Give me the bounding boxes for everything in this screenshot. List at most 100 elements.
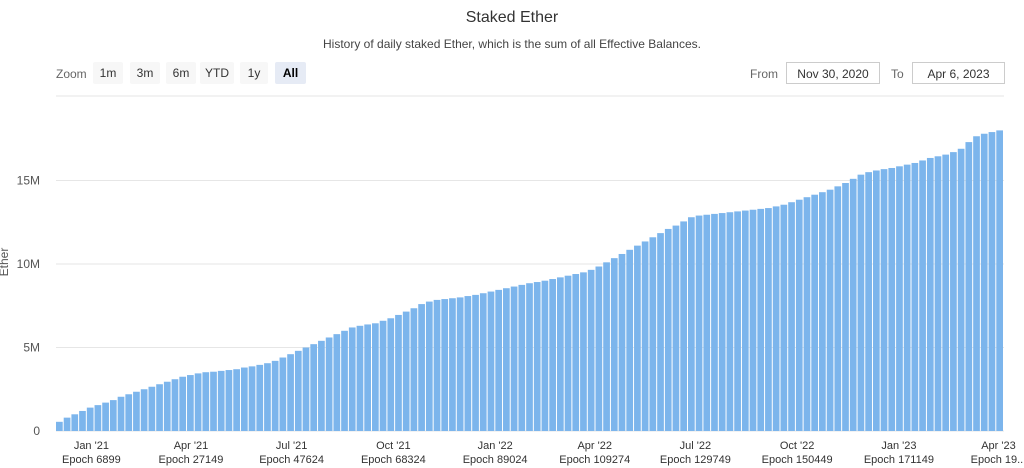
x-tick-epoch: Epoch 171149: [864, 454, 934, 466]
bar: [634, 245, 641, 431]
bar: [880, 169, 888, 431]
x-tick-epoch: Epoch 27149: [159, 454, 224, 466]
bar: [896, 166, 903, 431]
y-axis-ticks: 0 5M 10M 15M: [17, 174, 41, 439]
bar-series: [56, 130, 1003, 432]
y-axis-title: Ether: [0, 248, 11, 277]
bar: [179, 376, 187, 431]
y-tick-label: 10M: [17, 257, 40, 271]
bar: [279, 357, 287, 431]
zoom-all-button[interactable]: All: [275, 62, 306, 84]
bar: [734, 211, 741, 431]
bar: [626, 249, 634, 431]
bar: [980, 133, 988, 432]
to-date-input[interactable]: Apr 6, 2023: [912, 62, 1005, 84]
bar: [56, 421, 63, 431]
bar: [934, 156, 942, 432]
bar: [109, 400, 117, 431]
bar: [102, 402, 109, 431]
bar: [210, 371, 217, 431]
bar: [649, 237, 657, 431]
x-tick-epoch: Epoch 109274: [559, 454, 630, 466]
bar: [526, 283, 533, 431]
bar: [387, 318, 395, 431]
bar: [449, 298, 456, 431]
zoom-1y-button[interactable]: 1y: [240, 62, 268, 84]
zoom-3m-button[interactable]: 3m: [130, 62, 160, 84]
bar: [79, 410, 86, 431]
bar: [256, 364, 264, 431]
x-tick-label: Jan '23: [881, 440, 916, 452]
bar: [156, 384, 163, 431]
bar: [148, 386, 156, 431]
bar: [672, 225, 680, 431]
bar: [842, 183, 849, 431]
bar: [903, 164, 911, 431]
x-axis-ticks: Jan '21 Epoch 6899 Apr '21 Epoch 27149 Jul '…: [62, 440, 1024, 466]
bar: [71, 414, 79, 431]
bar: [857, 174, 865, 431]
bar: [965, 142, 973, 431]
x-tick-label: Jul '21: [276, 440, 307, 452]
bar: [811, 194, 819, 431]
bar: [865, 172, 872, 431]
bar: [63, 417, 71, 431]
zoom-1m-button[interactable]: 1m: [93, 62, 123, 84]
bar: [795, 199, 803, 431]
bar: [287, 354, 294, 431]
x-tick-epoch: Epoch 129749: [660, 454, 731, 466]
bar: [472, 294, 479, 431]
bar: [348, 327, 356, 431]
to-label: To: [891, 67, 904, 81]
bar: [125, 394, 133, 431]
bar: [819, 192, 826, 431]
bar: [726, 212, 734, 431]
bar: [834, 186, 842, 431]
bar: [757, 208, 765, 431]
bar: [973, 136, 980, 431]
bar: [194, 373, 202, 431]
zoom-6m-button[interactable]: 6m: [166, 62, 196, 84]
bar: [264, 363, 271, 431]
bar: [603, 262, 610, 431]
bar: [364, 324, 371, 431]
bar: [695, 215, 703, 431]
bar: [703, 214, 711, 431]
bar: [171, 379, 179, 431]
y-tick-label: 15M: [17, 174, 40, 188]
bar: [187, 375, 194, 431]
zoom-ytd-button[interactable]: YTD: [200, 62, 234, 84]
bar: [541, 280, 549, 431]
bar: [888, 167, 896, 432]
bar: [587, 269, 595, 431]
bar: [572, 274, 580, 431]
x-tick-epoch: Epoch 47624: [259, 454, 324, 466]
bar: [163, 381, 171, 431]
bar: [233, 369, 240, 431]
x-tick-epoch: Epoch 150449: [762, 454, 833, 466]
x-tick-label: Oct '21: [376, 440, 411, 452]
bar: [94, 405, 102, 431]
bar: [518, 284, 526, 432]
bar: [503, 288, 510, 431]
y-tick-label: 5M: [23, 341, 40, 355]
bar: [741, 210, 749, 431]
bar: [688, 217, 695, 431]
bar: [372, 323, 379, 431]
bar: [133, 391, 140, 431]
bar: [325, 337, 333, 431]
bar: [718, 213, 726, 431]
bar: [549, 279, 556, 431]
x-tick-label: Jan '21: [74, 440, 109, 452]
bar: [780, 204, 788, 431]
bar: [950, 152, 957, 432]
from-date-input[interactable]: Nov 30, 2020: [786, 62, 880, 84]
x-tick-label: Jul '22: [680, 440, 711, 452]
bar: [926, 157, 934, 431]
bar: [418, 304, 425, 431]
bar: [410, 308, 418, 431]
bar: [595, 266, 603, 431]
bar: [580, 272, 587, 431]
bar: [657, 233, 664, 431]
